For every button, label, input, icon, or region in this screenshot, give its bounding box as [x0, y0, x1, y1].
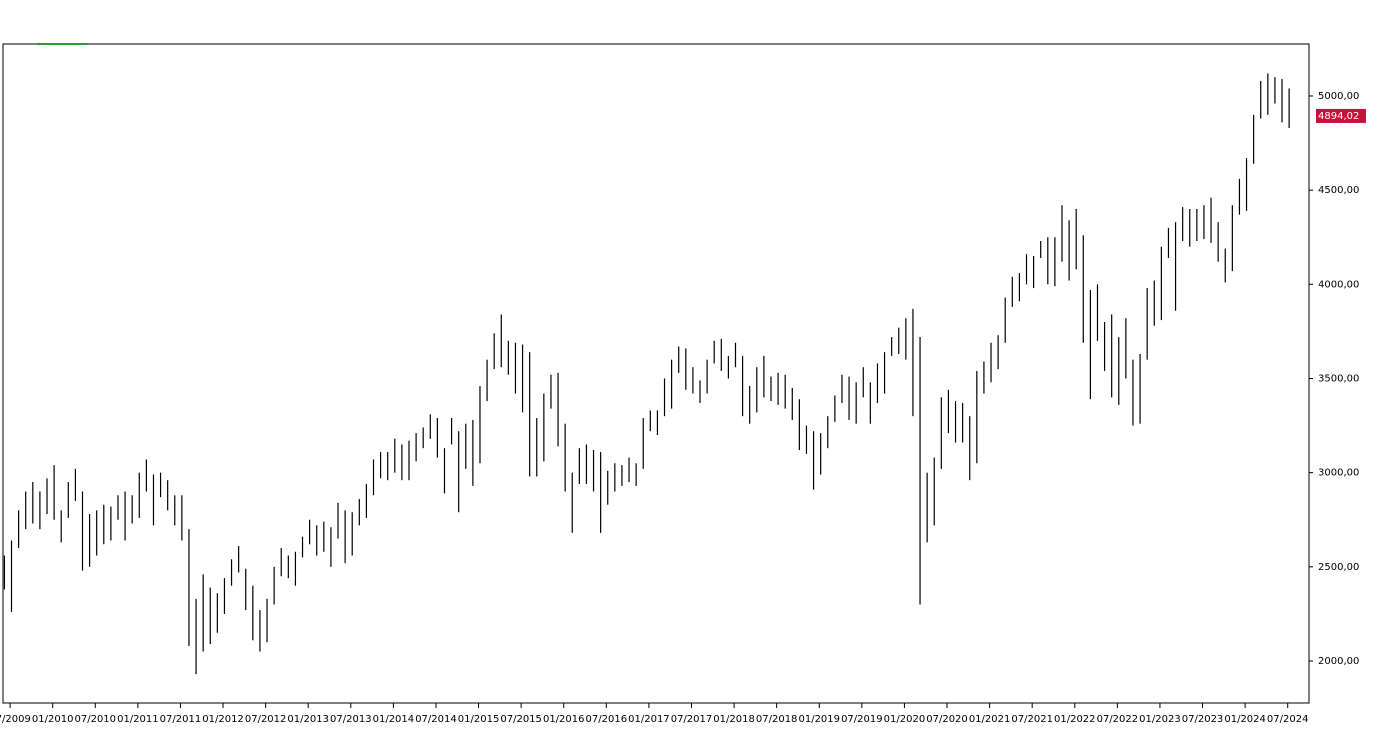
x-tick-label: 07/2023 [1182, 714, 1224, 725]
x-tick-label: 07/2012 [245, 714, 287, 725]
x-tick-label: 07/2009 [0, 714, 31, 725]
x-tick-label: 01/2020 [884, 714, 926, 725]
y-tick-label: 2000,00 [1318, 656, 1359, 667]
y-tick-label: 5000,00 [1318, 91, 1359, 102]
x-tick-label: 07/2016 [586, 714, 628, 725]
x-tick-label: 01/2014 [373, 714, 415, 725]
x-tick-label: 07/2017 [671, 714, 713, 725]
x-tick-label: 07/2010 [74, 714, 116, 725]
y-tick-label: 3000,00 [1318, 468, 1359, 479]
x-tick-label: 07/2022 [1097, 714, 1139, 725]
x-tick-label: 07/2021 [1011, 714, 1053, 725]
last-price-box [1316, 108, 1366, 123]
x-tick-label: 07/2020 [926, 714, 968, 725]
x-tick-label: 07/2018 [756, 714, 798, 725]
last-price-label: 4894,02 [1318, 111, 1359, 122]
x-tick-label: 01/2015 [458, 714, 500, 725]
x-tick-label: 01/2012 [202, 714, 244, 725]
x-tick-label: 01/2021 [969, 714, 1011, 725]
y-tick-label: 2500,00 [1318, 562, 1359, 573]
plot-frame [2, 43, 1310, 704]
y-tick-label: 3500,00 [1318, 373, 1359, 384]
x-tick-label: 01/2018 [713, 714, 755, 725]
x-tick-label: 01/2013 [287, 714, 329, 725]
y-tick-label: 4000,00 [1318, 279, 1359, 290]
x-tick-label: 01/2023 [1139, 714, 1181, 725]
x-tick-label: 07/2019 [841, 714, 883, 725]
x-tick-label: 01/2024 [1224, 714, 1266, 725]
x-tick-label: 01/2016 [543, 714, 585, 725]
x-tick-label: 07/2014 [415, 714, 457, 725]
y-tick-label: 4500,00 [1318, 185, 1359, 196]
x-tick-label: 01/2010 [32, 714, 74, 725]
x-tick-label: 07/2011 [160, 714, 202, 725]
bars [3, 73, 1290, 675]
x-tick-label: 01/2011 [117, 714, 159, 725]
x-tick-label: 01/2017 [628, 714, 670, 725]
x-tick-label: 01/2019 [798, 714, 840, 725]
x-tick-label: 01/2022 [1054, 714, 1096, 725]
x-tick-label: 07/2015 [500, 714, 542, 725]
x-tick-label: 07/2024 [1267, 714, 1309, 725]
x-tick-label: 07/2013 [330, 714, 372, 725]
